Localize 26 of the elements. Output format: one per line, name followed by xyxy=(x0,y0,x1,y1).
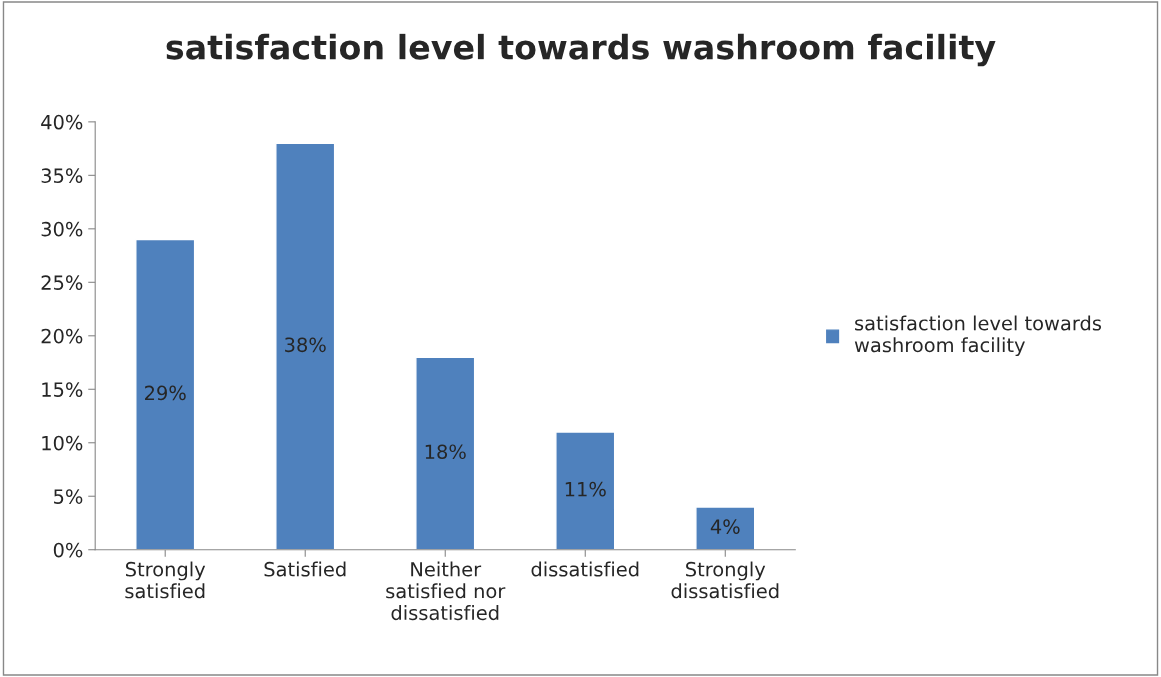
chart-title: satisfaction level towards washroom facility xyxy=(166,33,996,67)
data-label: 11% xyxy=(565,481,606,497)
y-tick-label: 35% xyxy=(41,168,83,184)
data-label: 29% xyxy=(145,385,186,401)
data-label: 4% xyxy=(710,519,740,534)
x-tick-label: Strongly dissatisfied xyxy=(671,561,779,599)
bar xyxy=(275,142,336,550)
x-tick-label: Neither satisfied nor dissatisfied xyxy=(386,561,506,621)
y-tick-label: 25% xyxy=(41,275,83,290)
y-tick-label: 0% xyxy=(53,542,83,558)
y-tick-label: 30% xyxy=(41,221,83,237)
x-tick-label: Satisfied xyxy=(264,561,346,577)
x-tick-label: dissatisfied xyxy=(531,561,639,577)
x-tick-label: Strongly satisfied xyxy=(125,561,206,599)
legend-label: satisfaction level towards washroom facility xyxy=(854,315,1102,357)
y-tick-label: 10% xyxy=(42,435,83,451)
bar xyxy=(135,238,196,550)
data-label: 18% xyxy=(425,444,466,460)
bar xyxy=(695,506,756,550)
data-label: 38% xyxy=(285,337,326,353)
bar xyxy=(555,431,616,550)
bar xyxy=(415,356,476,550)
y-tick-label: 20% xyxy=(41,328,83,344)
y-tick-label: 15% xyxy=(42,382,83,397)
y-tick-label: 5% xyxy=(54,489,83,504)
y-tick-label: 40% xyxy=(41,114,83,130)
